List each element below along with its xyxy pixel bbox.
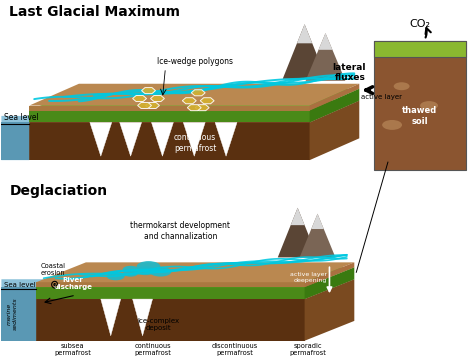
Text: River
discharge: River discharge (54, 277, 92, 290)
Polygon shape (29, 122, 310, 160)
Text: continuous
permafrost: continuous permafrost (174, 134, 217, 153)
Polygon shape (142, 87, 155, 94)
Polygon shape (29, 84, 359, 105)
Polygon shape (310, 84, 359, 111)
Polygon shape (310, 89, 359, 122)
Polygon shape (297, 24, 312, 43)
Polygon shape (311, 214, 324, 229)
Polygon shape (310, 100, 359, 160)
Polygon shape (187, 105, 201, 111)
Polygon shape (319, 33, 332, 50)
Polygon shape (200, 98, 214, 104)
Ellipse shape (238, 276, 258, 284)
Polygon shape (36, 282, 305, 287)
Polygon shape (29, 100, 359, 122)
Ellipse shape (382, 120, 402, 130)
Polygon shape (137, 103, 152, 108)
Polygon shape (306, 33, 346, 81)
Ellipse shape (420, 101, 438, 110)
Polygon shape (183, 122, 205, 156)
Polygon shape (36, 279, 354, 299)
Polygon shape (1, 279, 56, 341)
Polygon shape (120, 122, 142, 156)
Polygon shape (101, 299, 121, 336)
Polygon shape (182, 98, 196, 104)
Polygon shape (146, 103, 159, 108)
Ellipse shape (264, 274, 286, 283)
Text: Last Glacial Maximum: Last Glacial Maximum (9, 5, 180, 19)
Polygon shape (291, 208, 305, 225)
Ellipse shape (136, 266, 155, 275)
Polygon shape (305, 267, 354, 299)
Polygon shape (215, 122, 237, 156)
Polygon shape (278, 208, 318, 257)
Polygon shape (305, 279, 354, 341)
Polygon shape (1, 287, 36, 341)
Polygon shape (29, 111, 310, 122)
Text: Ice-complex
deposit: Ice-complex deposit (137, 318, 180, 330)
Text: active layer
deepening: active layer deepening (290, 272, 327, 283)
Polygon shape (1, 122, 29, 160)
Text: subsea
permafrost: subsea permafrost (55, 343, 91, 356)
Ellipse shape (288, 273, 306, 281)
Polygon shape (152, 122, 173, 156)
Polygon shape (195, 105, 209, 111)
Ellipse shape (208, 279, 233, 287)
Bar (374, 41, 465, 57)
Ellipse shape (137, 261, 161, 272)
Polygon shape (1, 116, 44, 160)
Text: lateral
fluxes: lateral fluxes (333, 63, 366, 82)
Ellipse shape (123, 266, 138, 273)
Polygon shape (300, 214, 336, 257)
Text: thawed
soil: thawed soil (402, 106, 438, 126)
Ellipse shape (149, 267, 172, 276)
Text: CO₂: CO₂ (410, 19, 430, 29)
Polygon shape (36, 287, 305, 299)
Polygon shape (29, 89, 359, 111)
Polygon shape (305, 262, 354, 287)
Polygon shape (133, 299, 153, 336)
Polygon shape (29, 105, 310, 111)
Text: Sea level: Sea level (4, 282, 36, 288)
Polygon shape (36, 267, 354, 287)
Text: sporadic
permafrost: sporadic permafrost (289, 343, 326, 356)
Text: thermokarst development
and channalization: thermokarst development and channalizati… (130, 221, 230, 240)
Text: Deglaciation: Deglaciation (9, 184, 108, 198)
Polygon shape (36, 262, 354, 282)
Text: continuous
permafrost: continuous permafrost (134, 343, 171, 356)
Polygon shape (90, 122, 112, 156)
Text: marine
sediments: marine sediments (7, 298, 18, 330)
Bar (374, 41, 465, 170)
Polygon shape (283, 24, 327, 79)
Polygon shape (133, 95, 146, 102)
Polygon shape (191, 90, 205, 96)
Text: Coastal
erosion: Coastal erosion (41, 263, 65, 276)
Ellipse shape (394, 82, 410, 90)
Text: Ice-wedge polygons: Ice-wedge polygons (157, 57, 233, 66)
Text: discontinuous
permafrost: discontinuous permafrost (212, 343, 258, 356)
Text: Sea level: Sea level (4, 113, 39, 122)
Ellipse shape (123, 270, 138, 277)
Ellipse shape (107, 273, 125, 280)
Text: active layer: active layer (361, 94, 402, 100)
Polygon shape (36, 299, 305, 341)
Polygon shape (151, 95, 164, 102)
